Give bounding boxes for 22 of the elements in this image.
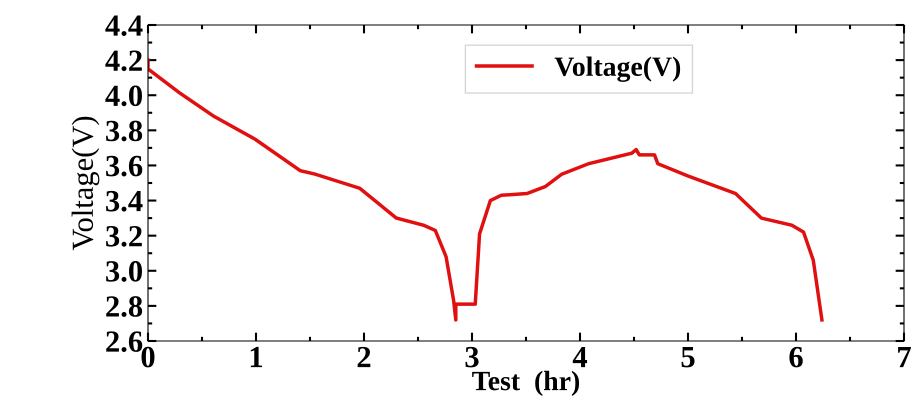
x-tick-label: 7	[898, 347, 911, 368]
x-tick-label: 6	[789, 346, 803, 368]
x-tick-label: 1	[250, 346, 262, 368]
y-tick-label: 4.0	[105, 86, 142, 106]
x-axis-title: Test (hr)	[472, 370, 580, 396]
y-tick-label: 3.6	[106, 156, 142, 176]
x-tick-label: 0	[142, 346, 154, 368]
legend-label: Voltage(V)	[554, 56, 680, 82]
x-tick-label: 3	[466, 346, 479, 368]
x-tick-label: 2	[358, 346, 370, 368]
y-tick-label: 2.8	[106, 296, 142, 317]
y-tick-label: 3.4	[106, 190, 143, 212]
line-series	[148, 58, 824, 322]
x-tick-label: 4	[572, 346, 588, 368]
y-tick-label: 4.2	[105, 50, 142, 72]
y-axis-title: Voltage(V)	[72, 116, 100, 250]
y-tick-label: 3.8	[106, 120, 142, 142]
y-tick-label: 2.6	[106, 331, 142, 352]
y-tick-label: 4.4	[105, 15, 143, 36]
x-tick-label: 5	[682, 347, 695, 368]
y-tick-label: 3.0	[106, 261, 142, 282]
y-tick-label: 3.2	[106, 226, 142, 247]
